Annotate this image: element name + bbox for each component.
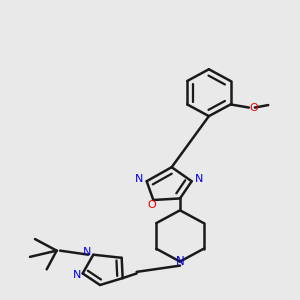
Text: N: N (83, 247, 92, 256)
Text: O: O (147, 200, 156, 210)
Text: N: N (176, 255, 184, 268)
Text: N: N (73, 270, 81, 280)
Text: N: N (135, 174, 143, 184)
Text: O: O (250, 103, 259, 112)
Text: N: N (195, 174, 203, 184)
